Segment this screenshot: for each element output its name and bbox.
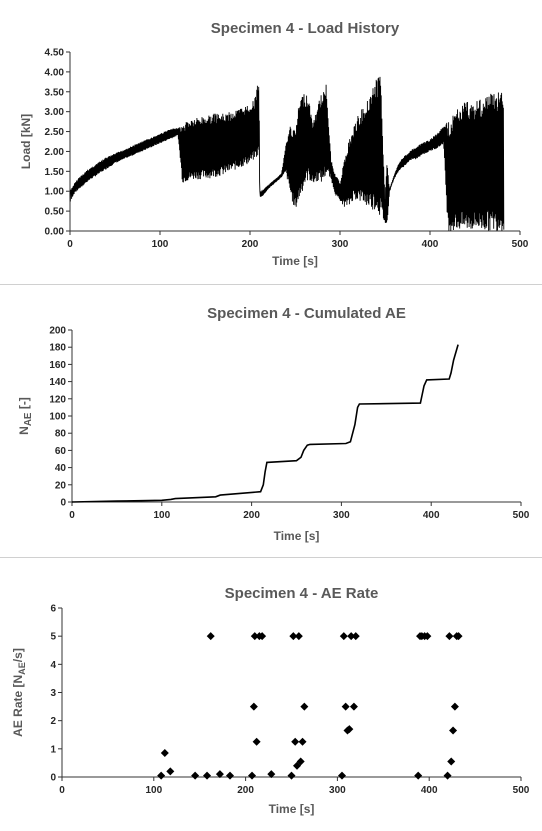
ae-rate-point xyxy=(157,771,166,780)
ae-rate-point xyxy=(414,771,423,780)
x-tick-label: 300 xyxy=(333,510,350,521)
y-tick-label: 6 xyxy=(50,604,56,615)
ae-rate-point xyxy=(258,632,267,641)
ae-rate-point xyxy=(166,767,175,776)
ae-rate-point xyxy=(423,632,432,641)
ae-rate-point xyxy=(191,771,200,780)
ae-rate-point xyxy=(445,632,454,641)
ae-rate-point xyxy=(454,632,463,641)
y-tick-label: 20 xyxy=(55,480,67,491)
y-tick-label: 5 xyxy=(50,632,56,643)
ae-rate-point xyxy=(250,632,259,641)
y-tick-label: 2.50 xyxy=(45,127,65,138)
ae-rate-point xyxy=(337,771,346,780)
x-tick-label: 200 xyxy=(237,785,254,796)
x-tick-label: 300 xyxy=(332,239,349,250)
y-tick-label: 40 xyxy=(55,463,67,474)
ae-rate-point xyxy=(296,757,305,766)
ae-rate-point xyxy=(449,726,458,735)
ae-rate-point xyxy=(287,771,296,780)
y-tick-label: 60 xyxy=(55,446,67,457)
y-tick-label: 3.00 xyxy=(45,107,65,118)
ae-rate-point xyxy=(341,702,350,711)
ae-rate-point xyxy=(447,757,456,766)
ae-rate-point xyxy=(339,632,348,641)
x-axis-label: Time [s] xyxy=(274,529,320,543)
y-tick-label: 3.50 xyxy=(45,87,65,98)
load-history-chart: Specimen 4 - Load History 0.00 0.50 1.00 1.5… xyxy=(19,20,529,268)
x-tick-label: 500 xyxy=(513,510,530,521)
ae-rate-point xyxy=(347,632,356,641)
ae-rate-point xyxy=(291,737,300,746)
y-tick-label: 160 xyxy=(49,360,66,371)
ae-rate-point xyxy=(160,749,169,758)
x-tick-label: 400 xyxy=(422,239,439,250)
x-tick-label: 100 xyxy=(153,510,170,521)
y-axis-label: NAE [-] xyxy=(17,397,34,435)
cumulated-ae-chart: Specimen 4 - Cumulated AE 0 20 40 60 80 100 120… xyxy=(17,305,530,543)
x-tick-label: 500 xyxy=(513,785,530,796)
load-history-chart-panel: Specimen 4 - Load History 0.00 0.50 1.00 1.5… xyxy=(0,0,542,285)
ae-rate-chart: Specimen 4 - AE Rate 0 1 2 3 4 5 6 0 100 200 300 400… xyxy=(11,585,530,816)
ae-rate-point xyxy=(345,725,354,734)
y-tick-label: 0 xyxy=(50,773,56,784)
ae-rate-point xyxy=(252,737,261,746)
ae-rate-point xyxy=(298,737,307,746)
y-tick-label: 0.50 xyxy=(45,207,65,218)
y-tick-label: 4.50 xyxy=(45,48,65,59)
x-tick-label: 200 xyxy=(243,510,260,521)
x-tick-label: 500 xyxy=(512,239,529,250)
y-tick-label: 0.00 xyxy=(45,227,65,238)
x-tick-label: 400 xyxy=(421,785,438,796)
y-tick-label: 140 xyxy=(49,377,66,388)
y-tick-label: 100 xyxy=(49,412,66,423)
cumulated-ae-chart-panel: Specimen 4 - Cumulated AE 0 20 40 60 80 100 120… xyxy=(0,285,542,558)
y-tick-label: 2 xyxy=(50,716,56,727)
ae-rate-point xyxy=(443,771,452,780)
ae-rate-point xyxy=(206,632,215,641)
x-axis-label: Time [s] xyxy=(269,802,315,816)
y-tick-label: 1.00 xyxy=(45,187,65,198)
y-tick-label: 2.00 xyxy=(45,147,65,158)
ae-rate-point xyxy=(300,702,309,711)
ae-rate-point xyxy=(249,702,258,711)
x-tick-label: 0 xyxy=(69,510,75,521)
x-tick-label: 400 xyxy=(423,510,440,521)
y-axis-label: AE Rate [NAE/s] xyxy=(11,648,27,737)
x-tick-label: 0 xyxy=(59,785,65,796)
x-tick-label: 0 xyxy=(67,239,73,250)
x-tick-label: 200 xyxy=(242,239,259,250)
y-tick-label: 80 xyxy=(55,429,67,440)
load-series-line xyxy=(69,76,505,232)
ae-rate-point xyxy=(267,770,276,779)
ae-rate-point xyxy=(294,632,303,641)
chart-title: Specimen 4 - AE Rate xyxy=(225,585,379,602)
chart-title: Specimen 4 - Cumulated AE xyxy=(207,305,406,322)
ae-rate-point xyxy=(349,702,358,711)
ae-rate-point xyxy=(203,771,212,780)
x-tick-label: 300 xyxy=(329,785,346,796)
ae-rate-chart-panel: Specimen 4 - AE Rate 0 1 2 3 4 5 6 0 100 200 300 400… xyxy=(0,558,542,831)
ae-rate-point xyxy=(248,771,257,780)
x-tick-label: 100 xyxy=(145,785,162,796)
chart-title: Specimen 4 - Load History xyxy=(211,20,400,37)
y-tick-label: 0 xyxy=(60,498,66,509)
ae-rate-point xyxy=(225,771,234,780)
y-tick-label: 3 xyxy=(50,688,56,699)
cumulated-ae-series-line xyxy=(71,344,459,503)
y-tick-label: 1 xyxy=(50,744,56,755)
ae-rate-point xyxy=(215,770,224,779)
y-tick-label: 180 xyxy=(49,343,66,354)
x-tick-label: 100 xyxy=(152,239,169,250)
y-tick-label: 120 xyxy=(49,394,66,405)
y-tick-label: 4.00 xyxy=(45,67,65,78)
y-tick-label: 4 xyxy=(50,660,56,671)
y-axis-label: Load [kN] xyxy=(19,114,33,169)
ae-rate-point xyxy=(351,632,360,641)
y-tick-label: 200 xyxy=(49,326,66,337)
ae-rate-point xyxy=(450,702,459,711)
ae-rate-point xyxy=(289,632,298,641)
y-tick-label: 1.50 xyxy=(45,167,65,178)
x-axis-label: Time [s] xyxy=(272,254,318,268)
